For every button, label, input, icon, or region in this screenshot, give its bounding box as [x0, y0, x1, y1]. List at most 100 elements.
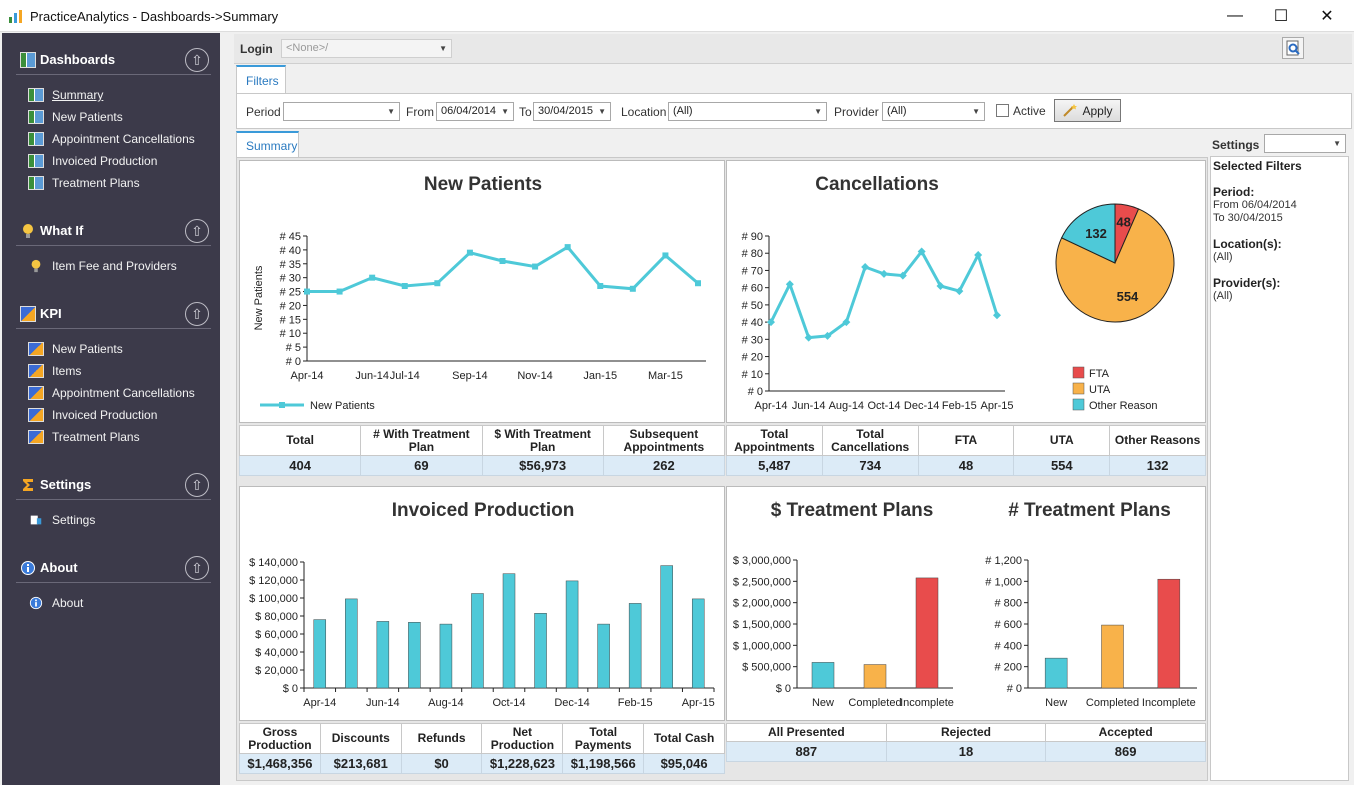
period-select[interactable]: ▼	[283, 102, 400, 121]
sidebar-item-new-patients[interactable]: New Patients	[28, 108, 123, 126]
stat-header: Total Appointments	[726, 425, 823, 456]
sidebar-item-label: Settings	[52, 513, 96, 527]
sidebar-section-what-if[interactable]: What If ⇧	[16, 216, 211, 246]
location-select[interactable]: (All) ▼	[668, 102, 827, 121]
stat-value: 48	[917, 455, 1015, 476]
provider-select[interactable]: (All) ▼	[882, 102, 985, 121]
bar	[811, 662, 835, 689]
x-tick-label: Sep-14	[452, 370, 487, 382]
x-tick-label: Aug-14	[428, 697, 463, 709]
y-tick-label: # 30	[280, 273, 301, 285]
section-label: Dashboards	[40, 52, 116, 67]
provider-heading: Provider(s):	[1213, 276, 1281, 290]
sidebar-item-kpi-new-patients[interactable]: New Patients	[28, 340, 123, 358]
sidebar-item-kpi-treatment-plans[interactable]: Treatment Plans	[28, 428, 140, 446]
sidebar-item-kpi-invoiced-production[interactable]: Invoiced Production	[28, 406, 157, 424]
cancellations-panel: Cancellations # 0 # 10 # 20 # 30 # 40 # 50 # 6…	[726, 160, 1206, 423]
sidebar-item-about[interactable]: About	[28, 594, 83, 612]
sidebar-item-invoiced-production[interactable]: Invoiced Production	[28, 152, 157, 170]
data-point	[434, 280, 441, 287]
sidebar: Dashboards ⇧ Summary New Patients Appoin…	[2, 33, 220, 785]
legend-swatch	[1072, 398, 1085, 411]
login-select[interactable]: <None>/ ▼	[281, 39, 452, 58]
sidebar-item-item-fee[interactable]: Item Fee and Providers	[28, 257, 177, 275]
active-checkbox[interactable]	[996, 104, 1009, 117]
period-to: To 30/04/2015	[1213, 212, 1283, 224]
tab-summary[interactable]: Summary	[236, 131, 299, 157]
settings-select[interactable]: ▼	[1264, 134, 1346, 153]
sidebar-item-label: Invoiced Production	[52, 408, 158, 422]
collapse-icon[interactable]: ⇧	[185, 556, 209, 580]
maximize-button[interactable]: ☐	[1273, 8, 1289, 25]
x-tick-label: Jun-14	[366, 697, 400, 709]
to-date-picker[interactable]: 30/04/2015 ▼	[533, 102, 611, 121]
y-tick-label: $ 140,000	[249, 557, 298, 569]
print-preview-button[interactable]	[1282, 37, 1304, 59]
bar	[1101, 624, 1124, 689]
close-button[interactable]: ✕	[1320, 8, 1334, 25]
dashboard-icon	[28, 110, 44, 124]
sidebar-item-label: Item Fee and Providers	[52, 259, 177, 273]
collapse-icon[interactable]: ⇧	[185, 219, 209, 243]
legend-label: FTA	[1089, 368, 1110, 380]
sidebar-section-settings[interactable]: Settings ⇧	[16, 470, 211, 500]
x-tick-label: Oct-14	[492, 697, 525, 709]
sidebar-item-kpi-appointment-cancellations[interactable]: Appointment Cancellations	[28, 384, 195, 402]
bar	[565, 580, 579, 689]
provider-select-value: (All)	[887, 105, 907, 117]
sidebar-section-about[interactable]: About ⇧	[16, 553, 211, 583]
info-icon	[21, 561, 35, 575]
data-point	[597, 283, 604, 289]
from-date-picker[interactable]: 06/04/2014 ▼	[436, 102, 514, 121]
sidebar-section-dashboards[interactable]: Dashboards ⇧	[16, 45, 211, 75]
stat-value: 887	[726, 741, 887, 762]
y-tick-label: # 0	[286, 356, 301, 368]
minimize-button[interactable]: —	[1227, 7, 1243, 24]
dashboard-icon	[28, 176, 44, 190]
y-tick-label: # 90	[742, 231, 763, 243]
collapse-icon[interactable]: ⇧	[185, 48, 209, 72]
location-heading: Location(s):	[1213, 237, 1282, 251]
x-tick-label: Apr-15	[980, 400, 1013, 412]
location-label: Location	[621, 105, 667, 119]
apply-button[interactable]: Apply	[1054, 99, 1121, 122]
provider-label: Provider	[834, 105, 879, 119]
login-toolbar: Login <None>/ ▼	[234, 34, 1352, 64]
y-tick-label: # 40	[742, 317, 763, 329]
stat-header: Accepted	[1045, 723, 1206, 742]
pie-slice-uta	[1055, 208, 1175, 323]
new-patients-chart: # 0 # 5 # 10 # 15 # 20# 25 # 30 # 35 # 40 # 45 Ap…	[253, 231, 706, 412]
sidebar-item-appointment-cancellations[interactable]: Appointment Cancellations	[28, 130, 195, 148]
y-tick-label: # 50	[742, 300, 763, 312]
x-tick-label: Incomplete	[900, 697, 954, 709]
login-select-value: <None>/	[286, 42, 329, 54]
stat-value: 69	[360, 455, 483, 476]
y-tick-label: $ 0	[776, 683, 791, 695]
bar	[660, 565, 673, 689]
sigma-icon	[23, 479, 33, 491]
stat-header: Total	[238, 425, 362, 456]
panel-title: New Patients	[423, 174, 543, 195]
x-tick-label: Dec-14	[554, 697, 589, 709]
collapse-icon[interactable]: ⇧	[185, 302, 209, 326]
sidebar-item-label: Appointment Cancellations	[52, 132, 195, 146]
sidebar-item-kpi-items[interactable]: Items	[28, 362, 81, 380]
series-line	[769, 248, 999, 340]
sidebar-item-settings[interactable]: Settings	[28, 511, 95, 529]
bar	[863, 664, 887, 689]
sidebar-item-treatment-plans[interactable]: Treatment Plans	[28, 174, 140, 192]
sidebar-item-summary[interactable]: Summary	[28, 86, 103, 104]
sidebar-section-kpi[interactable]: KPI ⇧	[16, 299, 211, 329]
y-tick-label: # 800	[994, 598, 1022, 610]
y-tick-label: # 10	[280, 328, 301, 340]
x-tick-label: New	[812, 697, 834, 709]
provider-value: (All)	[1213, 290, 1233, 302]
sidebar-item-label: New Patients	[52, 342, 123, 356]
data-point	[823, 331, 832, 340]
bar	[345, 598, 358, 689]
y-tick-label: $ 1,000,000	[733, 640, 791, 652]
cancellations-chart: # 0 # 10 # 20 # 30 # 40 # 50 # 60 # 70 # 80 # 90 A…	[742, 203, 1175, 412]
collapse-icon[interactable]: ⇧	[185, 473, 209, 497]
tab-filters[interactable]: Filters	[236, 65, 286, 93]
y-tick-label: # 5	[286, 342, 301, 354]
